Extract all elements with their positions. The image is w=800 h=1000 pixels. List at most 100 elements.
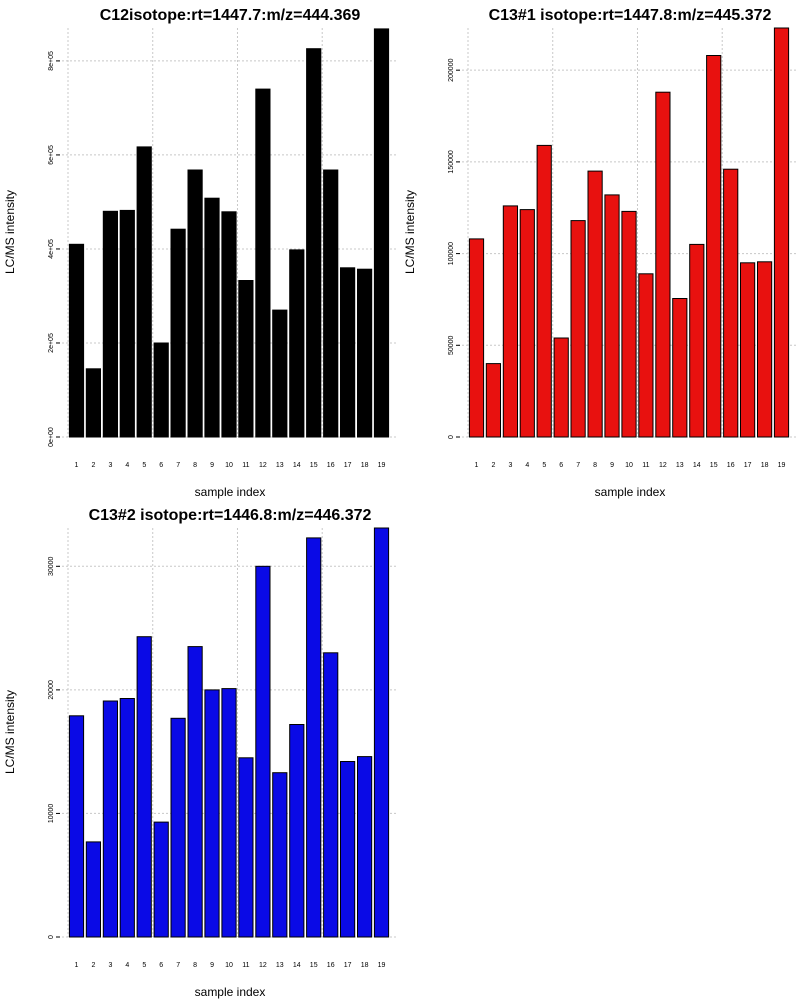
x-category-label: 16 <box>727 462 735 469</box>
x-category-label: 1 <box>475 462 479 469</box>
x-category-label: 12 <box>659 462 667 469</box>
x-category-label: 6 <box>559 462 563 469</box>
y-axis-label: LC/MS intensity <box>3 690 17 774</box>
x-category-label: 17 <box>344 962 352 969</box>
bar-sample-2 <box>85 368 102 438</box>
x-category-label: 11 <box>242 462 249 469</box>
x-category-label: 5 <box>142 462 146 469</box>
bar-sample-5 <box>136 636 152 938</box>
y-tick-label: 50000 <box>448 335 455 355</box>
x-category-label: 16 <box>327 962 335 969</box>
x-category-label: 15 <box>310 962 318 969</box>
bar-sample-10 <box>221 211 237 438</box>
bar-sample-4 <box>119 698 135 938</box>
x-category-label: 9 <box>610 462 614 469</box>
bar-sample-19 <box>373 527 390 938</box>
bar-sample-2 <box>85 841 102 938</box>
x-category-label: 9 <box>210 462 214 469</box>
x-category-label: 7 <box>176 462 180 469</box>
bar-sample-17 <box>340 267 356 438</box>
bar-sample-14 <box>289 249 305 438</box>
x-category-label: 19 <box>378 962 386 969</box>
x-category-label: 3 <box>508 462 512 469</box>
bar-sample-3 <box>102 210 119 438</box>
bar-sample-1 <box>68 715 85 938</box>
x-category-label: 14 <box>293 962 301 969</box>
bar-sample-7 <box>570 220 586 438</box>
x-category-label: 18 <box>361 962 369 969</box>
x-category-label: 6 <box>159 462 163 469</box>
chart-title: C13#1 isotope:rt=1447.8:m/z=445.372 <box>489 7 772 24</box>
bar-sample-7 <box>170 717 186 938</box>
bar-sample-5 <box>136 146 152 438</box>
bar-sample-15 <box>306 48 322 438</box>
bar-sample-18 <box>757 261 773 438</box>
bar-sample-16 <box>323 169 339 438</box>
bar-sample-18 <box>357 756 373 938</box>
chart-c13-2-isotope: 0 10000 20000 30000 1 2 3 4 5 6 7 8 9 10 11 12 13 14 15 16 1… <box>0 500 400 1000</box>
bar-sample-9 <box>204 197 220 438</box>
x-category-label: 11 <box>242 962 249 969</box>
x-category-label: 11 <box>642 462 649 469</box>
bar-sample-14 <box>689 243 705 438</box>
bar-sample-5 <box>536 144 552 438</box>
x-category-label: 14 <box>693 462 701 469</box>
y-tick-label: 200000 <box>448 58 455 81</box>
bar-sample-15 <box>706 55 722 438</box>
bar-sample-19 <box>373 28 390 438</box>
x-category-label: 2 <box>91 962 95 969</box>
x-axis-label: sample index <box>595 485 666 499</box>
bar-sample-6 <box>553 337 569 438</box>
x-category-label: 13 <box>676 462 684 469</box>
bar-sample-13 <box>272 309 288 438</box>
x-category-label: 8 <box>193 462 197 469</box>
x-category-label: 4 <box>125 462 129 469</box>
y-tick-label: 20000 <box>48 680 55 700</box>
bar-sample-16 <box>723 168 739 438</box>
x-axis-label: sample index <box>195 985 266 999</box>
x-category-label: 5 <box>142 962 146 969</box>
bar-sample-10 <box>621 210 637 438</box>
y-axis-label: LC/MS intensity <box>3 190 17 274</box>
bar-sample-14 <box>289 724 305 938</box>
bar-sample-9 <box>604 194 620 438</box>
bar-sample-4 <box>519 209 535 438</box>
bar-sample-12 <box>255 565 271 938</box>
bar-sample-18 <box>357 268 373 438</box>
x-axis-label: sample index <box>195 485 266 499</box>
x-category-label: 13 <box>276 962 284 969</box>
x-category-label: 2 <box>91 462 95 469</box>
bar-sample-11 <box>238 280 254 438</box>
x-category-label: 3 <box>108 462 112 469</box>
x-category-label: 10 <box>625 462 633 469</box>
x-category-label: 18 <box>761 462 769 469</box>
x-category-label: 12 <box>259 462 267 469</box>
x-category-label: 16 <box>327 462 335 469</box>
y-tick-label: 0 <box>48 935 55 939</box>
x-category-label: 14 <box>293 462 301 469</box>
bar-sample-1 <box>468 238 485 438</box>
bar-sample-3 <box>102 700 119 938</box>
x-category-label: 19 <box>378 462 386 469</box>
y-tick-label: 6e+05 <box>48 145 55 165</box>
y-tick-label: 2e+05 <box>48 333 55 353</box>
x-category-label: 4 <box>125 962 129 969</box>
x-category-label: 15 <box>310 462 318 469</box>
x-category-label: 13 <box>276 462 284 469</box>
x-category-label: 12 <box>259 962 267 969</box>
bar-sample-7 <box>170 228 186 438</box>
bar-sample-8 <box>587 170 603 438</box>
x-category-label: 19 <box>778 462 786 469</box>
bar-sample-17 <box>740 262 756 438</box>
x-category-label: 4 <box>525 462 529 469</box>
bar-sample-17 <box>340 761 356 938</box>
bar-sample-10 <box>221 688 237 938</box>
bar-sample-6 <box>153 821 169 938</box>
x-category-label: 17 <box>744 462 752 469</box>
bar-sample-4 <box>119 209 135 438</box>
bar-sample-19 <box>773 27 790 438</box>
y-tick-label: 30000 <box>48 556 55 576</box>
x-category-label: 2 <box>491 462 495 469</box>
